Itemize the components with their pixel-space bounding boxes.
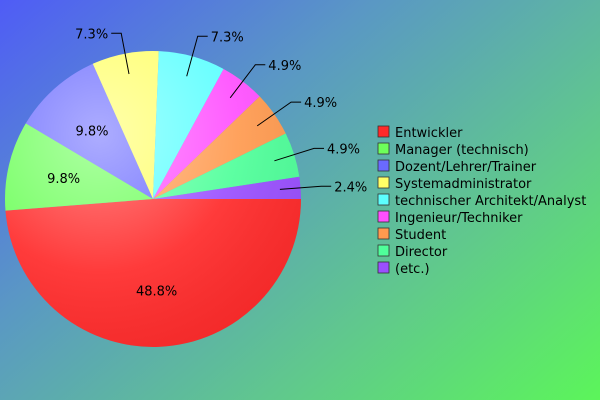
- legend-label-manager-technisch: Manager (technisch): [395, 143, 529, 158]
- legend-label-dozent-lehrer-trainer: Dozent/Lehrer/Trainer: [395, 160, 537, 175]
- legend-swatch-dozent-lehrer-trainer: [378, 160, 389, 171]
- legend: Entwickler Manager (technisch) Dozent/Lehr…: [378, 126, 586, 277]
- legend-swatch-ingenieur-techniker: [378, 211, 389, 222]
- slice-label-dozent-lehrer-trainer: 9.8%: [75, 124, 108, 139]
- slice-label-director: 4.9%: [327, 142, 360, 157]
- legend-swatch-director: [378, 245, 389, 256]
- pie-slices: [5, 51, 301, 347]
- legend-label-etc: (etc.): [395, 262, 430, 277]
- legend-label-ingenieur-techniker: Ingenieur/Techniker: [395, 211, 523, 226]
- slice-label-student: 4.9%: [304, 96, 337, 111]
- legend-swatch-entwickler: [378, 126, 389, 137]
- slice-label-etc: 2.4%: [334, 180, 367, 195]
- legend-label-technischer-architekt-analyst: technischer Architekt/Analyst: [395, 194, 586, 209]
- legend-label-entwickler: Entwickler: [395, 126, 463, 141]
- legend-label-director: Director: [395, 245, 448, 260]
- slice-label-manager-technisch: 9.8%: [47, 172, 80, 187]
- legend-swatch-systemadministrator: [378, 177, 389, 188]
- slice-label-systemadministrator: 7.3%: [75, 27, 108, 42]
- legend-swatch-manager-technisch: [378, 143, 389, 154]
- legend-label-student: Student: [395, 228, 446, 243]
- legend-swatch-student: [378, 228, 389, 239]
- legend-swatch-technischer-architekt-analyst: [378, 194, 389, 205]
- legend-label-systemadministrator: Systemadministrator: [395, 177, 532, 192]
- slice-label-technischer-architekt-analyst: 7.3%: [211, 30, 244, 45]
- legend-swatch-etc: [378, 262, 389, 273]
- pie-shading: [5, 51, 301, 347]
- slice-label-ingenieur-techniker: 4.9%: [268, 59, 301, 74]
- slice-label-entwickler: 48.8%: [136, 285, 177, 300]
